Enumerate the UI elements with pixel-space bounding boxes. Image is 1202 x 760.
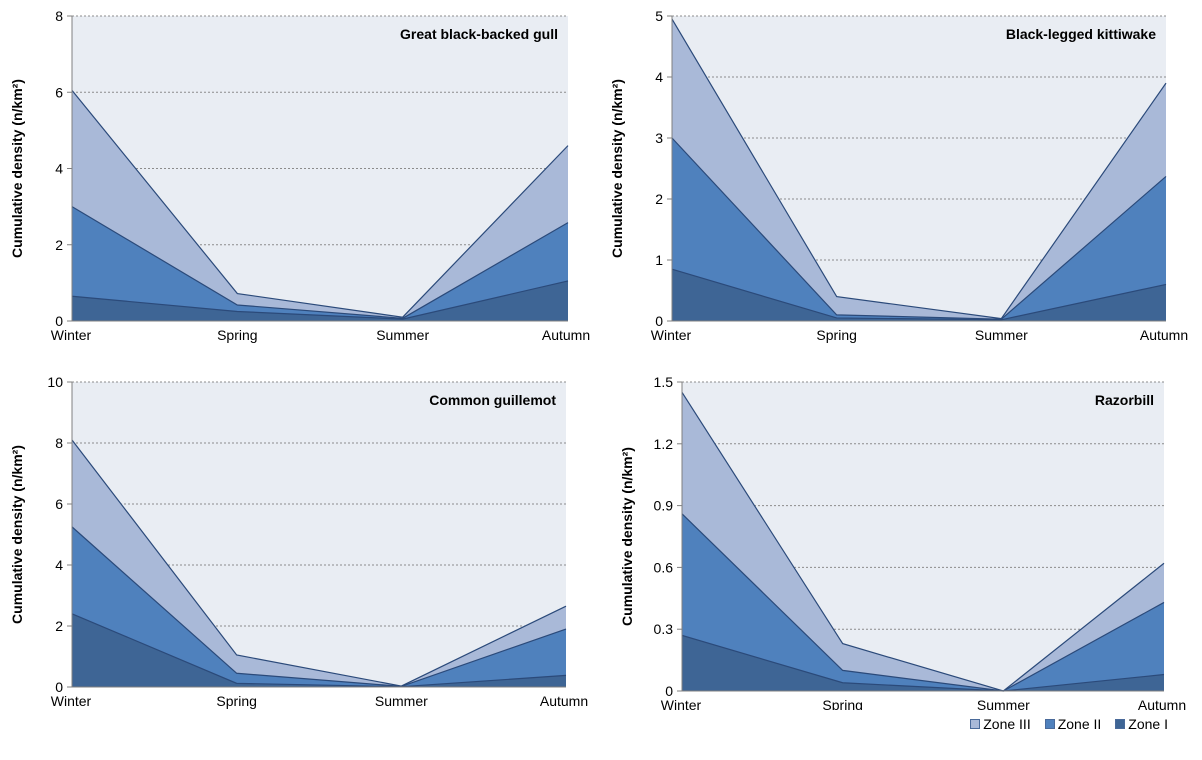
y-tick-label: 4 <box>55 161 63 177</box>
figure: 0 2 4 6 8 Winter Spring Summer Autumn Cumulative … <box>9 8 1188 710</box>
x-tick-label: Winter <box>51 693 92 709</box>
y-tick-label: 0 <box>55 313 63 329</box>
y-axis-label: Cumulative density (n/km²) <box>619 447 635 626</box>
x-tick-label: Winter <box>651 327 692 343</box>
legend-swatch-zone-i <box>1115 719 1126 729</box>
legend-label-zone-i: Zone I <box>1128 716 1168 732</box>
chart-title: Common guillemot <box>429 392 556 408</box>
area-edge-zone-i <box>71 613 567 688</box>
chart-title: Great black-backed gull <box>400 26 558 42</box>
y-tick-label: 2 <box>655 191 663 207</box>
chart-panel-razorbill: 0 0.3 0.6 0.9 1.2 1.5 Winter Spring Summer Autumn… <box>619 374 1186 710</box>
x-tick-label: Autumn <box>542 327 590 343</box>
area-zone-i <box>682 635 1164 691</box>
legend-label-zone-ii: Zone II <box>1057 716 1102 732</box>
y-tick-label: 1 <box>655 252 663 268</box>
y-tick-label: 10 <box>47 374 63 390</box>
y-tick-label: 0.9 <box>654 498 674 514</box>
area-zone-ii <box>72 526 566 687</box>
y-tick-label: 0 <box>655 313 663 329</box>
area-zone-ii <box>672 138 1166 320</box>
area-edge-zone-iii <box>71 439 567 687</box>
chart-panel-great-black-backed-gull: 0 2 4 6 8 Winter Spring Summer Autumn Cumulative … <box>9 8 590 343</box>
x-tick-label: Winter <box>661 697 702 710</box>
x-tick-label: Winter <box>51 327 92 343</box>
legend-label-zone-iii: Zone III <box>983 716 1031 732</box>
legend-item-zone-ii: Zone II <box>1044 716 1102 732</box>
x-tick-label: Summer <box>977 697 1030 710</box>
legend-item-zone-iii: Zone III <box>970 716 1031 732</box>
y-tick-label: 6 <box>55 496 63 512</box>
area-edge-zone-iii <box>671 18 1167 320</box>
area-edge-zone-ii <box>671 137 1167 320</box>
x-tick-label: Summer <box>375 693 428 709</box>
y-tick-label: 1.2 <box>654 436 674 452</box>
x-tick-label: Spring <box>816 327 856 343</box>
y-tick-label: 5 <box>655 8 663 24</box>
area-edge-zone-i <box>671 268 1167 321</box>
y-tick-label: 2 <box>55 618 63 634</box>
x-tick-label: Spring <box>217 327 257 343</box>
area-zone-iii <box>672 19 1166 320</box>
y-tick-label: 2 <box>55 237 63 253</box>
legend-swatch-zone-ii <box>1044 719 1055 729</box>
area-zone-i <box>72 613 566 687</box>
area-zone-iii <box>682 392 1164 691</box>
y-tick-label: 0.3 <box>654 621 674 637</box>
y-tick-label: 6 <box>55 84 63 100</box>
x-tick-label: Summer <box>376 327 429 343</box>
area-edge-zone-ii <box>681 513 1165 692</box>
y-tick-label: 0.6 <box>654 559 674 575</box>
y-axis-label: Cumulative density (n/km²) <box>9 445 25 624</box>
x-tick-label: Autumn <box>1138 697 1186 710</box>
chart-panel-common-guillemot: 0 2 4 6 8 10 Winter Spring Summer Autumn Cumulativ… <box>9 374 588 709</box>
area-zone-iii <box>72 90 568 319</box>
y-tick-label: 3 <box>655 130 663 146</box>
y-tick-label: 0 <box>55 679 63 695</box>
area-zone-ii <box>72 206 568 320</box>
legend: Zone III Zone II Zone I <box>970 716 1168 732</box>
area-edge-zone-i <box>71 280 569 320</box>
legend-item-zone-i: Zone I <box>1115 716 1168 732</box>
x-tick-label: Summer <box>975 327 1028 343</box>
x-tick-label: Autumn <box>1140 327 1188 343</box>
y-axis-label: Cumulative density (n/km²) <box>9 79 25 258</box>
legend-swatch-zone-iii <box>970 719 981 729</box>
y-axis-label: Cumulative density (n/km²) <box>609 79 625 258</box>
chart-panel-black-legged-kittiwake: 0 1 2 3 4 5 Winter Spring Summer Autumn Cumulative… <box>609 8 1188 343</box>
x-tick-label: Autumn <box>540 693 588 709</box>
y-tick-label: 4 <box>55 557 63 573</box>
area-zone-i <box>72 280 568 321</box>
y-tick-label: 8 <box>55 8 63 24</box>
area-edge-zone-ii <box>71 206 569 319</box>
y-tick-label: 8 <box>55 435 63 451</box>
area-edge-zone-ii <box>71 526 567 687</box>
area-edge-zone-i <box>681 634 1165 692</box>
chart-title: Black-legged kittiwake <box>1006 26 1156 42</box>
y-tick-label: 4 <box>655 69 663 85</box>
chart-title: Razorbill <box>1095 392 1154 408</box>
area-edge-zone-iii <box>71 89 569 318</box>
area-zone-ii <box>682 513 1164 691</box>
x-tick-label: Spring <box>822 697 862 710</box>
area-edge-zone-iii <box>681 391 1165 692</box>
area-zone-i <box>672 269 1166 321</box>
x-tick-label: Spring <box>216 693 256 709</box>
y-tick-label: 0 <box>665 683 673 699</box>
area-zone-iii <box>72 439 566 687</box>
y-tick-label: 1.5 <box>654 374 674 390</box>
